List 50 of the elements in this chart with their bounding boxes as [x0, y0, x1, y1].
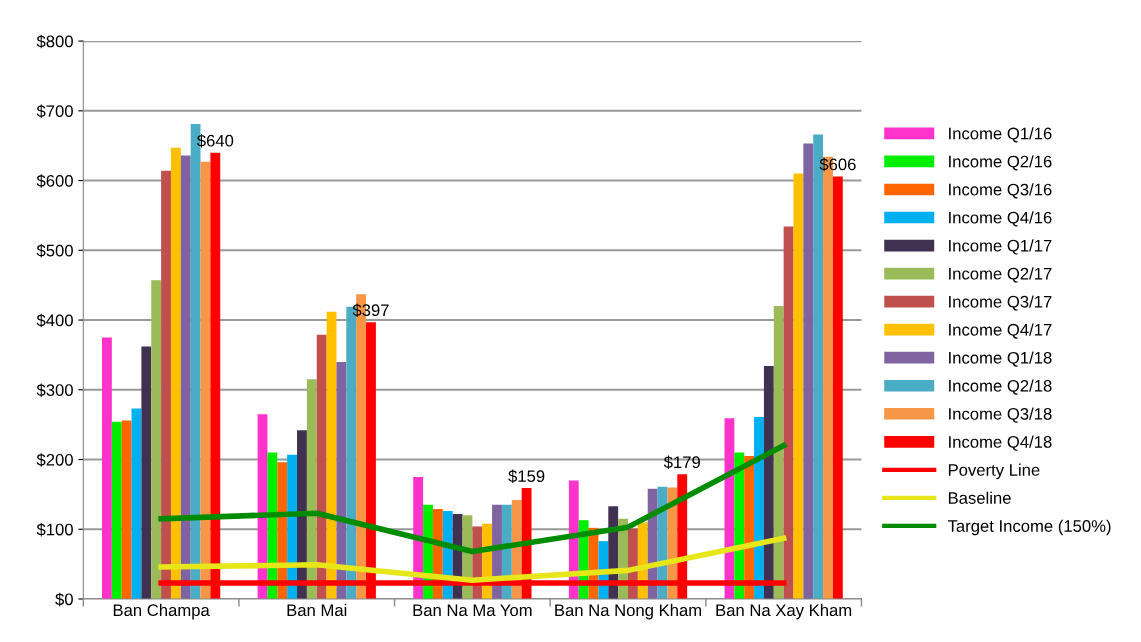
y-tick-label: $100	[36, 522, 73, 537]
legend-label: Income Q4/18	[949, 435, 1052, 451]
bar	[151, 280, 162, 599]
data-label: $159	[508, 469, 545, 484]
bar	[141, 346, 152, 599]
y-tick-label: $200	[36, 453, 73, 467]
y-tick-label: $600	[36, 174, 73, 188]
bar	[783, 226, 794, 599]
bar	[306, 379, 317, 599]
x-tick-label: Ban Na Xay Kham	[716, 603, 852, 620]
legend-label: Income Q3/18	[949, 407, 1052, 423]
y-tick-label: $500	[36, 244, 73, 258]
bar	[803, 143, 814, 599]
legend-label: Poverty Line	[948, 463, 1040, 480]
y-tick-label: $0	[55, 592, 73, 607]
x-tick-label: Ban Mai	[287, 603, 347, 617]
bar	[754, 416, 764, 599]
bar	[773, 306, 784, 599]
bar	[180, 155, 191, 599]
bar	[832, 176, 843, 599]
legend-label: Income Q1/16	[949, 127, 1052, 143]
data-label: $179	[663, 455, 700, 470]
y-tick-label: $800	[36, 34, 73, 49]
bar	[161, 170, 171, 599]
bar	[336, 361, 347, 599]
bar	[101, 337, 112, 599]
legend-label: Income Q4/17	[949, 323, 1052, 339]
legend-label: Baseline	[948, 491, 1011, 504]
legend-label: Income Q1/17	[949, 239, 1052, 255]
y-tick-label: $400	[36, 313, 73, 328]
legend-label: Income Q4/16	[949, 211, 1052, 227]
legend-label: Income Q3/16	[949, 183, 1052, 199]
legend-label: Income Q2/17	[949, 267, 1052, 283]
legend-label: Income Q3/17	[949, 295, 1052, 311]
x-tick-label: Ban Na Ma Yom	[413, 604, 532, 617]
legend-label: Target Income (150%)	[947, 519, 1111, 536]
bar	[316, 334, 327, 599]
legend-label: Income Q1/18	[949, 351, 1052, 367]
x-tick-label: Ban Champa	[113, 603, 210, 620]
bar	[131, 408, 142, 599]
x-tick-label: Ban Na Nong Kham	[555, 603, 702, 620]
bar	[121, 420, 132, 599]
bar	[111, 421, 122, 599]
bar	[763, 366, 774, 599]
y-tick-label: $700	[36, 104, 73, 119]
legend-label: Income Q2/16	[949, 155, 1052, 171]
bar	[793, 173, 804, 599]
y-tick-label: $300	[36, 383, 73, 397]
bar	[170, 147, 181, 599]
legend-label: Income Q2/18	[949, 379, 1052, 395]
